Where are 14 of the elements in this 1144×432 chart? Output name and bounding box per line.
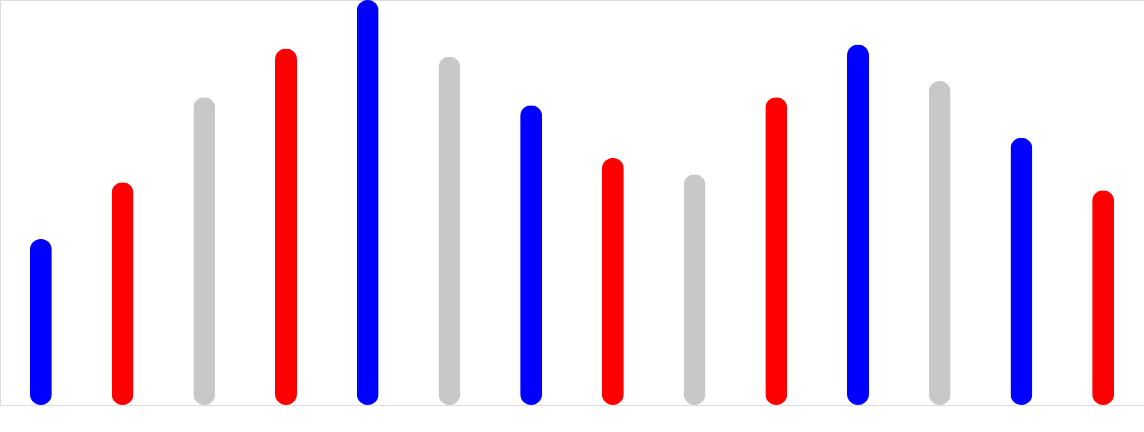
bar: [29, 238, 52, 405]
bar: [1010, 137, 1033, 405]
bar: [275, 48, 297, 405]
bar: [765, 97, 788, 405]
bar: [111, 182, 134, 405]
bar: [601, 157, 624, 405]
bar: [520, 105, 543, 405]
bar: [928, 81, 951, 405]
bar: [1092, 190, 1115, 405]
bar: [193, 97, 216, 405]
bar: [847, 44, 869, 405]
bar: [438, 56, 461, 405]
bar: [356, 0, 379, 405]
bar: [683, 174, 706, 405]
